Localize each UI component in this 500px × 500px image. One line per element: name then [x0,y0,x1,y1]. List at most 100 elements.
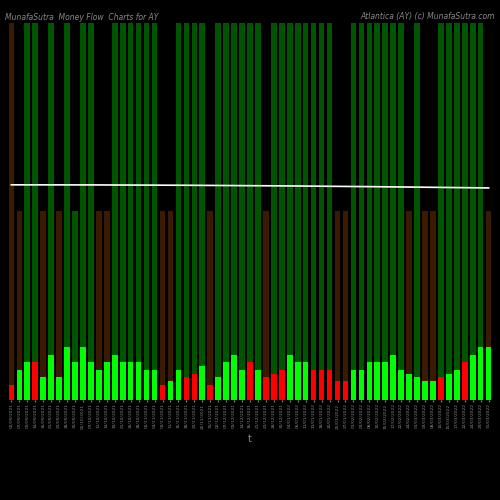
Bar [72,362,78,400]
Bar [342,381,348,400]
Bar [96,211,102,400]
Bar [232,22,237,400]
Bar [64,347,70,400]
Bar [128,22,134,400]
Bar [382,362,388,400]
Bar [279,22,284,400]
Bar [438,22,444,400]
Bar [104,362,110,400]
Bar [224,22,229,400]
Bar [112,22,117,400]
Bar [160,211,166,400]
Bar [374,362,380,400]
Bar [192,374,197,400]
Bar [128,362,134,400]
Bar [184,378,189,400]
Bar [358,22,364,400]
Bar [390,22,396,400]
Bar [470,354,476,400]
Text: MunafaSutra  Money Flow  Charts for AY: MunafaSutra Money Flow Charts for AY [5,12,158,22]
Bar [446,22,452,400]
Bar [390,354,396,400]
Bar [342,211,348,400]
Bar [216,378,221,400]
Bar [120,362,126,400]
Bar [80,347,86,400]
Bar [422,211,428,400]
Bar [462,22,468,400]
Bar [311,370,316,400]
Bar [152,370,158,400]
Bar [358,370,364,400]
Bar [319,22,324,400]
Bar [263,378,268,400]
Bar [398,370,404,400]
Bar [32,22,38,400]
Bar [295,22,300,400]
Bar [152,22,158,400]
Bar [168,211,173,400]
Bar [478,347,484,400]
Bar [271,22,276,400]
Bar [176,370,181,400]
Bar [232,354,237,400]
Bar [334,381,340,400]
Bar [486,347,492,400]
Bar [295,362,300,400]
Bar [470,22,476,400]
Bar [16,211,22,400]
Bar [240,22,245,400]
Bar [263,211,268,400]
Bar [414,378,420,400]
Bar [176,22,181,400]
Bar [144,370,150,400]
Bar [271,374,276,400]
Bar [366,22,372,400]
Text: Atlantica (AY) (c) MunafaSutra.com: Atlantica (AY) (c) MunafaSutra.com [360,12,495,22]
Bar [374,22,380,400]
Bar [88,362,94,400]
Bar [88,22,94,400]
Bar [208,211,213,400]
Bar [462,362,468,400]
Bar [334,211,340,400]
Bar [8,22,14,400]
Bar [311,22,316,400]
Bar [382,22,388,400]
Bar [224,362,229,400]
Bar [40,211,46,400]
Bar [200,366,205,400]
Bar [192,22,197,400]
Bar [327,370,332,400]
Bar [32,362,38,400]
Bar [406,374,412,400]
Bar [216,22,221,400]
Bar [48,354,54,400]
Bar [247,22,253,400]
Bar [287,354,292,400]
Bar [327,22,332,400]
Bar [80,22,86,400]
Bar [319,370,324,400]
Bar [422,381,428,400]
Bar [350,370,356,400]
Bar [350,22,356,400]
Bar [56,378,62,400]
Bar [16,370,22,400]
Bar [104,211,110,400]
Bar [120,22,126,400]
Bar [287,22,292,400]
Bar [279,370,284,400]
Bar [438,378,444,400]
Bar [64,22,70,400]
Bar [24,362,30,400]
Bar [96,370,102,400]
Bar [168,381,173,400]
Bar [398,22,404,400]
Bar [136,22,141,400]
Bar [430,381,436,400]
Bar [48,22,54,400]
Bar [24,22,30,400]
Bar [56,211,62,400]
Bar [366,362,372,400]
